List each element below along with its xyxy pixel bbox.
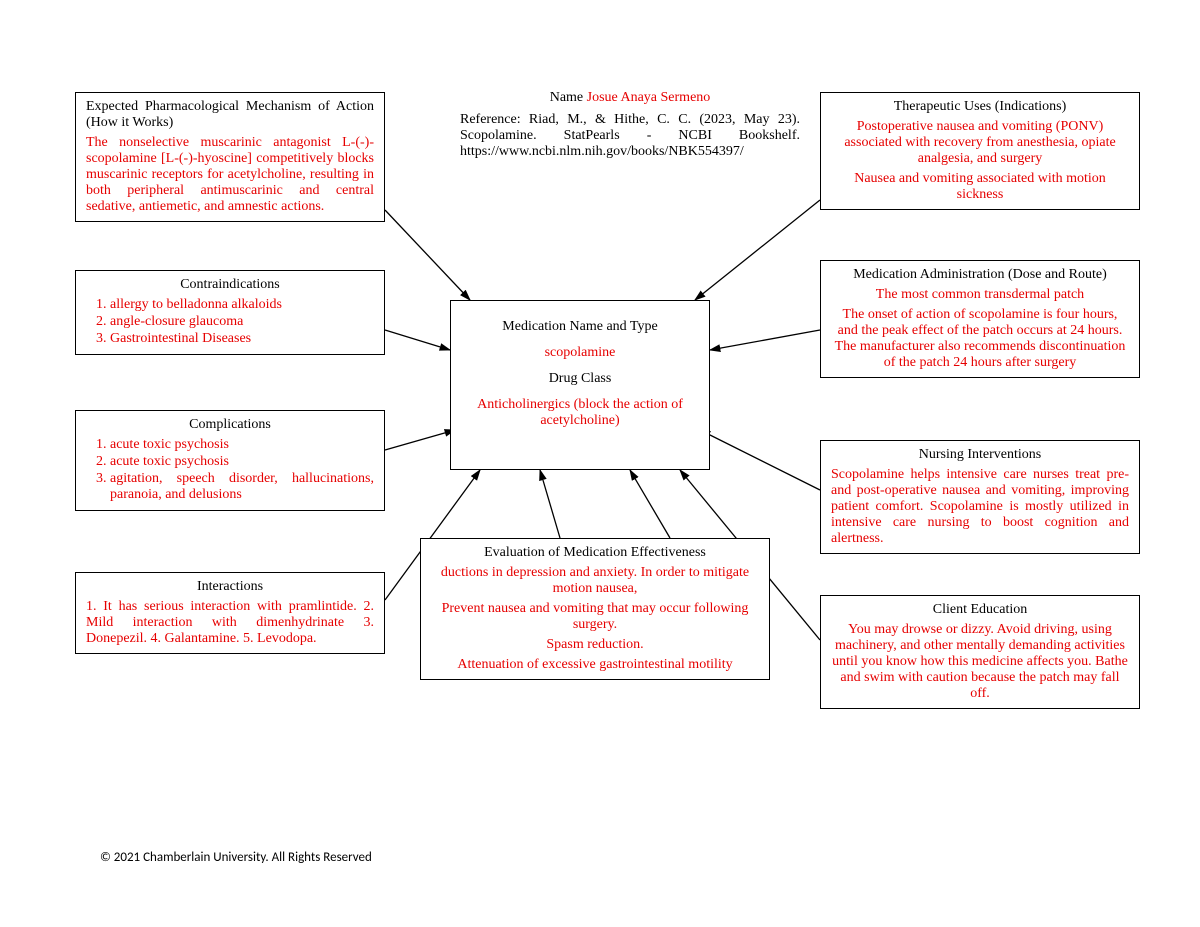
evaluation-line-1: ductions in depression and anxiety. In o… bbox=[431, 565, 759, 597]
therapeutic-title: Therapeutic Uses (Indications) bbox=[831, 99, 1129, 115]
center-medication-box: Medication Name and Type scopolamine Dru… bbox=[450, 300, 710, 470]
diagram-stage: Name Josue Anaya Sermeno Reference: Riad… bbox=[0, 0, 1200, 927]
nursing-title: Nursing Interventions bbox=[831, 447, 1129, 463]
interactions-title: Interactions bbox=[86, 579, 374, 595]
list-item: Gastrointestinal Diseases bbox=[110, 331, 374, 347]
administration-line-1: The most common transdermal patch bbox=[831, 287, 1129, 303]
contraindications-title: Contraindications bbox=[86, 277, 374, 293]
education-body: You may drowse or dizzy. Avoid driving, … bbox=[831, 622, 1129, 702]
list-item: acute toxic psychosis bbox=[110, 454, 374, 470]
education-title: Client Education bbox=[831, 602, 1129, 618]
list-item: allergy to belladonna alkaloids bbox=[110, 297, 374, 313]
complications-box: Complications acute toxic psychosis acut… bbox=[75, 410, 385, 511]
therapeutic-box: Therapeutic Uses (Indications) Postopera… bbox=[820, 92, 1140, 210]
nursing-box: Nursing Interventions Scopolamine helps … bbox=[820, 440, 1140, 554]
administration-line-2: The onset of action of scopolamine is fo… bbox=[831, 307, 1129, 371]
reference-text: Reference: Riad, M., & Hithe, C. C. (202… bbox=[460, 112, 800, 160]
name-line: Name Josue Anaya Sermeno bbox=[460, 90, 800, 106]
therapeutic-line-2: Nausea and vomiting associated with moti… bbox=[831, 171, 1129, 203]
center-line-2: scopolamine bbox=[469, 345, 691, 361]
interactions-body: 1. It has serious interaction with praml… bbox=[86, 599, 374, 647]
name-label: Name bbox=[550, 90, 587, 105]
center-line-3: Drug Class bbox=[469, 371, 691, 387]
evaluation-title: Evaluation of Medication Effectiveness bbox=[431, 545, 759, 561]
center-line-4: Anticholinergics (block the action of ac… bbox=[469, 397, 691, 429]
education-box: Client Education You may drowse or dizzy… bbox=[820, 595, 1140, 709]
contraindications-list: allergy to belladonna alkaloids angle-cl… bbox=[86, 297, 374, 347]
evaluation-line-4: Attenuation of excessive gastrointestina… bbox=[431, 657, 759, 673]
administration-title: Medication Administration (Dose and Rout… bbox=[831, 267, 1129, 283]
mechanism-box: Expected Pharmacological Mechanism of Ac… bbox=[75, 92, 385, 222]
name-value: Josue Anaya Sermeno bbox=[587, 90, 711, 105]
header-block: Name Josue Anaya Sermeno Reference: Riad… bbox=[460, 90, 800, 160]
center-line-1: Medication Name and Type bbox=[469, 319, 691, 335]
list-item: agitation, speech disorder, hallucinatio… bbox=[110, 471, 374, 503]
administration-box: Medication Administration (Dose and Rout… bbox=[820, 260, 1140, 378]
copyright-footer: © 2021 Chamberlain University. All Right… bbox=[100, 850, 372, 865]
nursing-body: Scopolamine helps intensive care nurses … bbox=[831, 467, 1129, 547]
complications-title: Complications bbox=[86, 417, 374, 433]
mechanism-body: The nonselective muscarinic antagonist L… bbox=[86, 135, 374, 215]
contraindications-box: Contraindications allergy to belladonna … bbox=[75, 270, 385, 355]
evaluation-line-3: Spasm reduction. bbox=[431, 637, 759, 653]
mechanism-title: Expected Pharmacological Mechanism of Ac… bbox=[86, 99, 374, 131]
evaluation-line-2: Prevent nausea and vomiting that may occ… bbox=[431, 601, 759, 633]
list-item: angle-closure glaucoma bbox=[110, 314, 374, 330]
complications-list: acute toxic psychosis acute toxic psycho… bbox=[86, 437, 374, 503]
therapeutic-line-1: Postoperative nausea and vomiting (PONV)… bbox=[831, 119, 1129, 167]
interactions-box: Interactions 1. It has serious interacti… bbox=[75, 572, 385, 654]
evaluation-box: Evaluation of Medication Effectiveness d… bbox=[420, 538, 770, 680]
list-item: acute toxic psychosis bbox=[110, 437, 374, 453]
